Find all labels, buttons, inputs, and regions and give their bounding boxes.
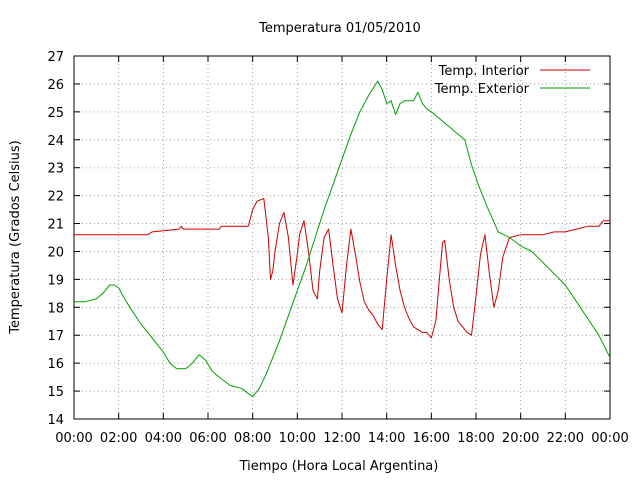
y-tick-label: 27 xyxy=(47,50,64,65)
y-tick-label: 18 xyxy=(47,301,64,316)
x-tick-label: 04:00 xyxy=(145,431,182,446)
series-line-interior xyxy=(74,197,610,339)
x-tick-label: 16:00 xyxy=(413,431,450,446)
x-tick-label: 18:00 xyxy=(457,431,494,446)
y-tick-label: 16 xyxy=(47,357,64,372)
y-tick-label: 21 xyxy=(47,218,64,233)
grid-lines xyxy=(74,56,610,419)
y-axis-label: Temperatura (Grados Celsius) xyxy=(8,140,23,334)
y-tick-label: 26 xyxy=(47,78,64,93)
x-tick-label: 20:00 xyxy=(502,431,539,446)
y-tick-label: 19 xyxy=(47,273,64,288)
axis-ticks: 00:00 02:00 04:00 06:00 08:00 10:00 12:00 14:00… xyxy=(47,50,628,446)
y-tick-label: 25 xyxy=(47,106,64,121)
legend-label-interior: Temp. Interior xyxy=(438,64,530,79)
x-tick-label: 08:00 xyxy=(234,431,271,446)
x-tick-label: 06:00 xyxy=(189,431,226,446)
x-tick-label: 00:00 xyxy=(55,431,92,446)
x-tick-label: 10:00 xyxy=(279,431,316,446)
y-tick-label: 24 xyxy=(47,134,64,149)
y-tick-label: 14 xyxy=(47,413,64,428)
chart-title: Temperatura 01/05/2010 xyxy=(258,21,421,36)
x-tick-label: 02:00 xyxy=(100,431,137,446)
x-tick-label: 14:00 xyxy=(368,431,405,446)
y-tick-label: 22 xyxy=(47,190,64,205)
x-axis-label: Tiempo (Hora Local Argentina) xyxy=(239,459,439,474)
y-tick-label: 15 xyxy=(47,385,64,400)
legend-label-exterior: Temp. Exterior xyxy=(434,82,530,97)
y-tick-label: 20 xyxy=(47,245,64,260)
x-tick-label: 22:00 xyxy=(547,431,584,446)
legend: Temp. Interior Temp. Exterior xyxy=(434,64,590,97)
series-line-exterior xyxy=(74,80,611,398)
x-tick-label: 00:00 xyxy=(591,431,628,446)
y-tick-label: 23 xyxy=(47,162,64,177)
series-layer xyxy=(74,80,611,398)
y-tick-label: 17 xyxy=(47,329,64,344)
x-tick-label: 12:00 xyxy=(323,431,360,446)
